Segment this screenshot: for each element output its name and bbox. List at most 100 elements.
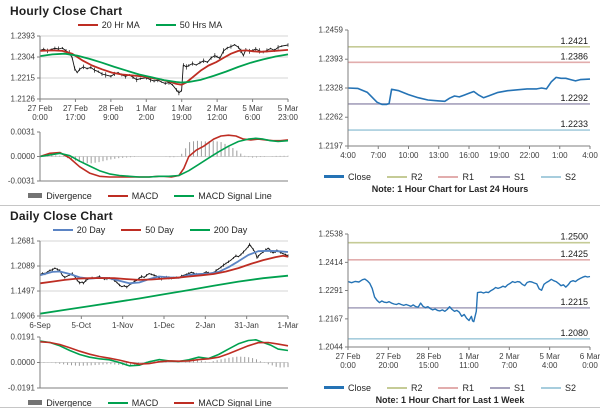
legend-bar-swatch [28, 400, 43, 405]
legend-line-swatch [174, 401, 195, 404]
svg-text:1.2425: 1.2425 [560, 249, 588, 259]
legend-label: Divergence [46, 397, 92, 408]
legend-item: S1 [490, 383, 525, 393]
svg-text:1.2500: 1.2500 [560, 232, 588, 242]
svg-text:1.2304: 1.2304 [11, 53, 36, 62]
svg-text:20:00: 20:00 [378, 361, 399, 370]
legend-line-swatch [107, 401, 128, 404]
svg-text:1.0906: 1.0906 [11, 312, 36, 321]
svg-text:1.2421: 1.2421 [560, 36, 588, 46]
legend-label: R2 [410, 382, 423, 393]
svg-text:1.2328: 1.2328 [319, 84, 344, 93]
legend-item: Divergence [28, 398, 92, 408]
legend-label: 50 Hrs MA [179, 19, 223, 30]
legend-label: R2 [410, 171, 423, 182]
svg-text:5-Oct: 5-Oct [72, 321, 92, 330]
daily-chart-title: Daily Close Chart [10, 209, 113, 223]
svg-text:2 Mar: 2 Mar [207, 104, 228, 113]
legend-item: R2 [386, 382, 423, 393]
svg-text:1.2089: 1.2089 [11, 262, 36, 271]
svg-text:13:00: 13:00 [429, 151, 450, 160]
legend-label: R1 [462, 382, 474, 393]
levels-24h-legend: Close R2 R1 S1 S2 [300, 170, 600, 183]
levels-1week-note: Note: 1 Hour Chart for Last 1 Week [375, 395, 525, 405]
svg-text:1.2080: 1.2080 [560, 328, 588, 338]
svg-text:0:00: 0:00 [32, 113, 48, 122]
panel-hourly: Hourly Close Chart 20 Hr MA 50 Hrs MA 1.2… [0, 0, 300, 205]
svg-text:1.2291: 1.2291 [319, 286, 344, 295]
svg-text:1.1497: 1.1497 [11, 287, 36, 296]
levels-1week-legend: Close R2 R1 S1 S2 [300, 381, 600, 394]
divergence-bars [43, 140, 289, 164]
svg-text:9:00: 9:00 [103, 113, 119, 122]
legend-label: MACD Signal Line [198, 190, 272, 201]
legend-line-swatch [155, 23, 176, 26]
svg-text:4:00: 4:00 [582, 151, 598, 160]
legend-label: 200 Day [213, 224, 248, 235]
svg-text:5 Mar: 5 Mar [242, 104, 263, 113]
legend-item: MACD [107, 398, 158, 408]
legend-label: S2 [565, 171, 577, 182]
legend-label: S1 [514, 382, 526, 393]
svg-text:1.2393: 1.2393 [11, 32, 36, 41]
svg-text:1 Mar: 1 Mar [136, 104, 157, 113]
svg-text:1:00: 1:00 [552, 151, 568, 160]
legend-line-swatch [490, 386, 510, 389]
gridlines [40, 240, 288, 292]
svg-text:5 Mar: 5 Mar [539, 352, 560, 361]
svg-text:31-Jan: 31-Jan [234, 321, 258, 330]
svg-text:1.2215: 1.2215 [560, 297, 588, 307]
svg-text:1.2386: 1.2386 [560, 51, 588, 61]
support-resistance-levels: 1.2500 1.2425 1.2215 1.2080 [348, 232, 590, 340]
legend-label: S2 [565, 382, 577, 393]
svg-text:5 Mar: 5 Mar [278, 104, 299, 113]
legend-item: 20 Day [52, 225, 105, 235]
svg-text:1.2197: 1.2197 [319, 142, 344, 151]
legend-label: 20 Hr MA [101, 19, 140, 30]
hourly-chart-title: Hourly Close Chart [10, 4, 123, 18]
legend-item: 50 Hrs MA [155, 19, 223, 30]
legend-line-swatch [323, 175, 344, 178]
svg-text:0:00: 0:00 [340, 361, 356, 370]
svg-text:1 Mar: 1 Mar [459, 352, 480, 361]
panel-levels-1week: 1.2500 1.2425 1.2215 1.2080 1.2538 1.2414 1.22… [300, 205, 600, 413]
svg-text:1.2233: 1.2233 [560, 119, 588, 129]
svg-text:6:00: 6:00 [245, 113, 261, 122]
legend-label: Close [347, 382, 371, 393]
legend-label: MACD Signal Line [198, 397, 272, 408]
legend-label: MACD [131, 190, 159, 201]
svg-text:1.2681: 1.2681 [11, 237, 36, 246]
svg-text:27 Feb: 27 Feb [336, 352, 361, 361]
svg-text:1.2292: 1.2292 [560, 93, 588, 103]
svg-text:1.2044: 1.2044 [319, 343, 344, 352]
series-50-hrs-ma [39, 52, 289, 84]
legend-line-swatch [189, 228, 210, 231]
axes: 0.0191 0.0000 -0.0191 [8, 333, 288, 393]
hourly-macd-chart: 0.0031 0.0000 -0.0031 [8, 128, 289, 186]
svg-text:27 Feb: 27 Feb [63, 104, 88, 113]
svg-text:27 Feb: 27 Feb [376, 352, 401, 361]
legend-label: 50 Day [145, 224, 174, 235]
series-close [347, 76, 591, 106]
svg-text:19:00: 19:00 [172, 113, 193, 122]
panel-levels-24h: 1.2421 1.2386 1.2292 1.2233 1.2459 1.2393 1.23… [300, 0, 600, 205]
legend-line-swatch [174, 194, 195, 197]
svg-text:1.2262: 1.2262 [319, 113, 344, 122]
spacer [300, 0, 600, 22]
legend-label: S1 [514, 171, 526, 182]
levels-24h-note: Note: 1 Hour Chart for Last 24 Hours [371, 184, 529, 194]
svg-text:15:00: 15:00 [419, 361, 440, 370]
daily-macd-chart: 0.0191 0.0000 -0.0191 [8, 333, 289, 393]
svg-text:0:00: 0:00 [582, 361, 598, 370]
legend-line-swatch [121, 228, 142, 231]
svg-text:1.2459: 1.2459 [319, 26, 344, 35]
legend-item: Divergence [28, 191, 92, 201]
svg-text:10:00: 10:00 [398, 151, 419, 160]
